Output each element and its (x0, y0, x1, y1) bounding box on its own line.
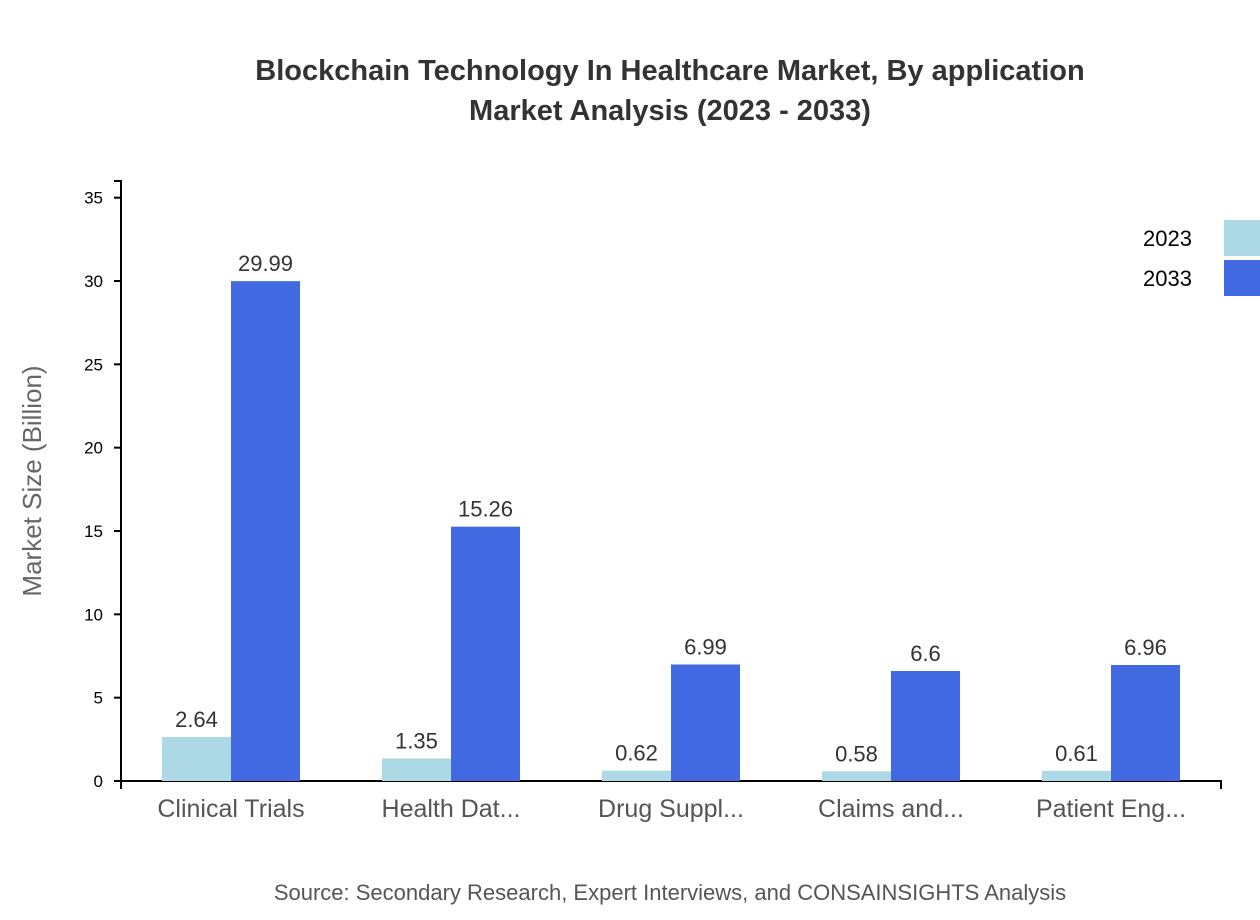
x-tick-label: Clinical Trials (157, 795, 304, 823)
chart-title-line-2: Market Analysis (2023 - 2033) (469, 95, 871, 127)
x-tick-label: Drug Suppl... (598, 795, 744, 823)
bar-2023 (1042, 770, 1111, 781)
bar-2033 (671, 664, 740, 781)
y-tick-label: 15 (84, 522, 103, 541)
data-label: 6.6 (910, 641, 941, 666)
bar-2033 (1111, 665, 1180, 781)
y-tick-label: 20 (84, 439, 103, 458)
data-label: 2.64 (175, 707, 218, 732)
x-tick-label: Claims and... (818, 795, 964, 823)
y-tick-label: 35 (84, 189, 103, 208)
bar-2023 (822, 771, 891, 781)
legend-label: 2033 (1143, 266, 1192, 291)
legend-swatch-2023 (1224, 220, 1260, 256)
legend-label: 2023 (1143, 226, 1192, 251)
chart-title-line-1: Blockchain Technology In Healthcare Mark… (255, 55, 1084, 87)
data-label: 0.58 (835, 741, 878, 766)
data-label: 15.26 (458, 497, 513, 522)
legend-swatch-2033 (1224, 260, 1260, 296)
bar-2033 (231, 281, 300, 781)
bar-2023 (602, 770, 671, 781)
bar-2033 (451, 526, 520, 781)
bar-2023 (382, 758, 451, 781)
x-tick-label: Patient Eng... (1036, 795, 1186, 823)
data-label: 6.99 (684, 635, 727, 660)
data-label: 0.62 (615, 741, 658, 766)
data-label: 29.99 (238, 251, 293, 276)
data-label: 1.35 (395, 729, 438, 754)
y-axis-label: Market Size (Billion) (17, 365, 47, 596)
y-tick-label: 10 (84, 605, 103, 624)
bar-2023 (162, 737, 231, 781)
y-tick-label: 5 (94, 689, 103, 708)
y-tick-label: 0 (94, 772, 103, 791)
source-note: Source: Secondary Research, Expert Inter… (274, 880, 1066, 905)
x-tick-label: Health Dat... (382, 795, 521, 823)
data-label: 0.61 (1055, 741, 1098, 766)
bar-2033 (891, 671, 960, 781)
y-tick-label: 30 (84, 272, 103, 291)
y-tick-label: 25 (84, 355, 103, 374)
x-axis-line (120, 780, 1222, 789)
data-label: 6.96 (1124, 635, 1167, 660)
y-axis-line (114, 180, 122, 782)
